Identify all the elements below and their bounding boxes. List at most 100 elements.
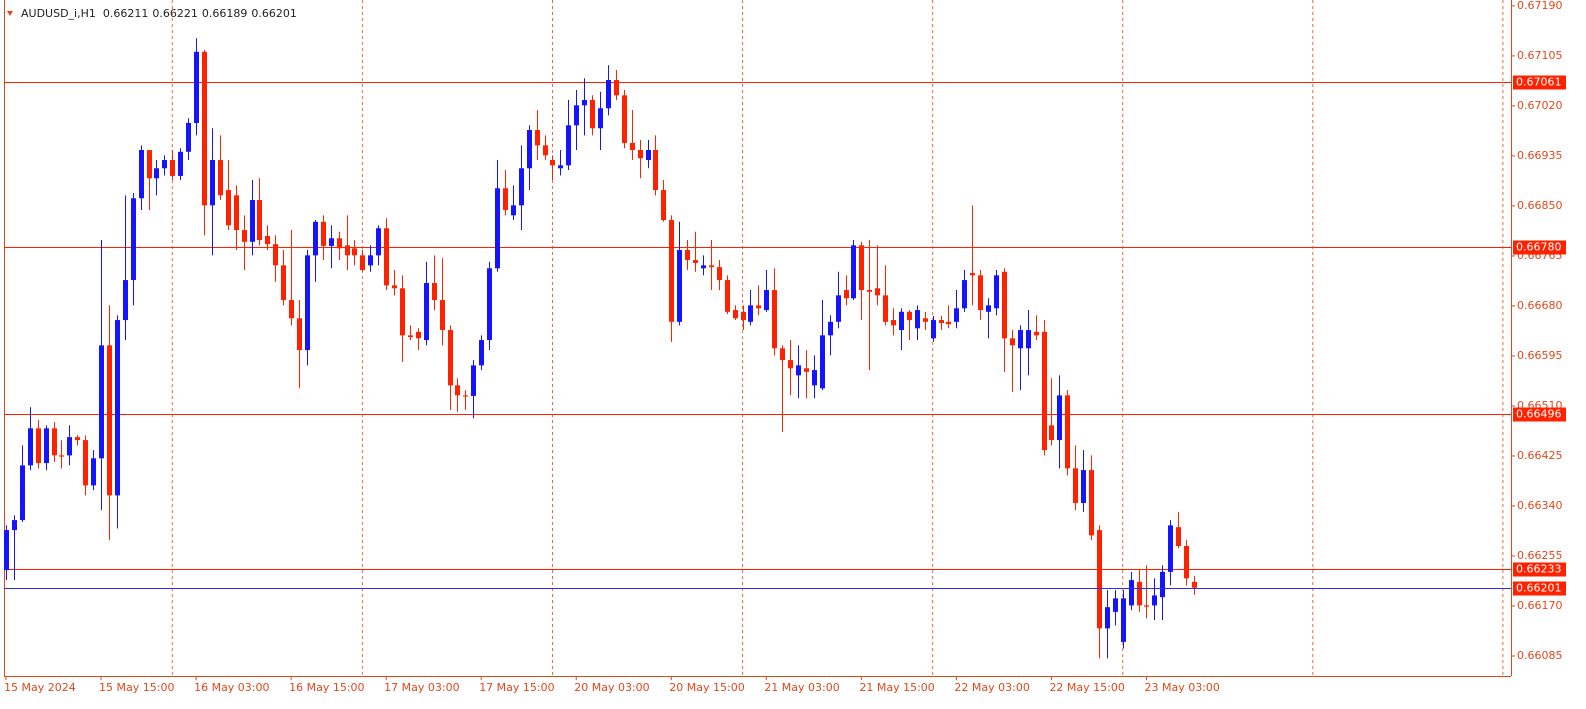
y-tick-label: 0.67105 [1517, 49, 1563, 62]
candle-body [1121, 598, 1126, 642]
candle-body [186, 122, 191, 152]
candle-body [1144, 605, 1149, 607]
candle-body [614, 80, 619, 96]
candle-body [479, 340, 484, 366]
candle-body [986, 305, 991, 312]
candle-body [1160, 571, 1165, 598]
candle-body [780, 348, 785, 361]
candle-body [883, 295, 888, 322]
candle-body [432, 282, 437, 301]
candle-body [661, 190, 666, 221]
candle-body [543, 145, 548, 156]
candle-body [91, 458, 96, 486]
candle-body [804, 368, 809, 372]
candle-body [756, 305, 761, 309]
x-tick-label: 22 May 15:00 [1049, 681, 1124, 694]
candle-body [954, 308, 959, 322]
candle-body [265, 235, 270, 245]
candle-body [630, 142, 635, 151]
candle-body [590, 100, 595, 129]
level-label: 0.66496 [1516, 408, 1562, 421]
x-tick-label: 17 May 15:00 [479, 681, 554, 694]
candle-body [210, 160, 215, 206]
candle-body [764, 290, 769, 311]
candle-body [638, 150, 643, 159]
candle-body [709, 265, 714, 268]
candle-body [44, 428, 49, 464]
candle-body [503, 188, 508, 211]
candle-body [931, 320, 936, 339]
candle-body [471, 365, 476, 396]
candle-body [994, 275, 999, 309]
candle-body [345, 245, 350, 256]
candle-body [218, 160, 223, 196]
candle-body [424, 282, 429, 341]
candle-body [28, 428, 33, 466]
header-low: 0.66189 [202, 7, 248, 20]
candle-body [1026, 330, 1031, 349]
level-badge [1513, 240, 1566, 255]
candle-body [12, 520, 17, 531]
candle-body [962, 280, 967, 309]
x-tick-label: 15 May 2024 [4, 681, 76, 694]
x-tick-label: 15 May 15:00 [99, 681, 174, 694]
candle-body [1002, 271, 1007, 339]
y-tick-label: 0.66340 [1517, 499, 1563, 512]
candle-body [812, 370, 817, 386]
candle-body [123, 280, 128, 321]
candle-body [305, 255, 310, 351]
candle-body [1010, 338, 1015, 346]
candle-body [281, 265, 286, 301]
candle-body [99, 345, 104, 459]
candle-body [107, 345, 112, 496]
header-high: 0.66221 [152, 7, 198, 20]
candle-body [907, 311, 912, 321]
candle-body [693, 260, 698, 263]
candle-body [820, 335, 825, 389]
candle-body [20, 465, 25, 521]
candle-body [923, 318, 928, 322]
candle-body [408, 335, 413, 338]
y-tick-label: 0.66085 [1517, 649, 1563, 662]
candle-body [1089, 470, 1094, 536]
level-label: 0.67061 [1516, 76, 1562, 89]
candle-body [875, 288, 880, 296]
candle-body [36, 428, 41, 464]
x-tick-label: 21 May 03:00 [764, 681, 839, 694]
candle-body [1152, 595, 1157, 606]
level-label: 0.66233 [1516, 563, 1562, 576]
candle-body [748, 305, 753, 322]
level-badge [1513, 75, 1566, 90]
candle-body [1018, 330, 1023, 349]
candle-body [574, 105, 579, 126]
candle-body [519, 168, 524, 206]
x-tick-label: 20 May 03:00 [574, 681, 649, 694]
price-label: 0.66201 [1516, 582, 1562, 595]
candle-body [242, 230, 247, 242]
y-tick-label: 0.66170 [1517, 599, 1563, 612]
x-tick-label: 22 May 03:00 [954, 681, 1029, 694]
chart-header: AUDUSD_i,H1 0.66211 0.66221 0.66189 0.66201 [21, 7, 297, 20]
candle-body [1168, 525, 1173, 572]
candle-body [772, 290, 777, 349]
candle-body [416, 331, 421, 339]
candle-body [75, 437, 80, 441]
candle-body [844, 290, 849, 299]
candle-body [52, 428, 57, 456]
candle-body [622, 95, 627, 143]
candle-body [851, 245, 856, 299]
symbol-marker [7, 11, 13, 16]
candle-body [1137, 581, 1142, 606]
candle-body [170, 160, 175, 176]
y-tick-label: 0.66850 [1517, 199, 1563, 212]
candle-body [606, 80, 611, 109]
candle-body [352, 248, 357, 256]
candle-body [1129, 580, 1134, 606]
candle-body [582, 100, 587, 106]
candle-body [194, 51, 199, 123]
y-tick-label: 0.66425 [1517, 449, 1563, 462]
candle-body [463, 395, 468, 397]
candle-body [162, 160, 167, 169]
